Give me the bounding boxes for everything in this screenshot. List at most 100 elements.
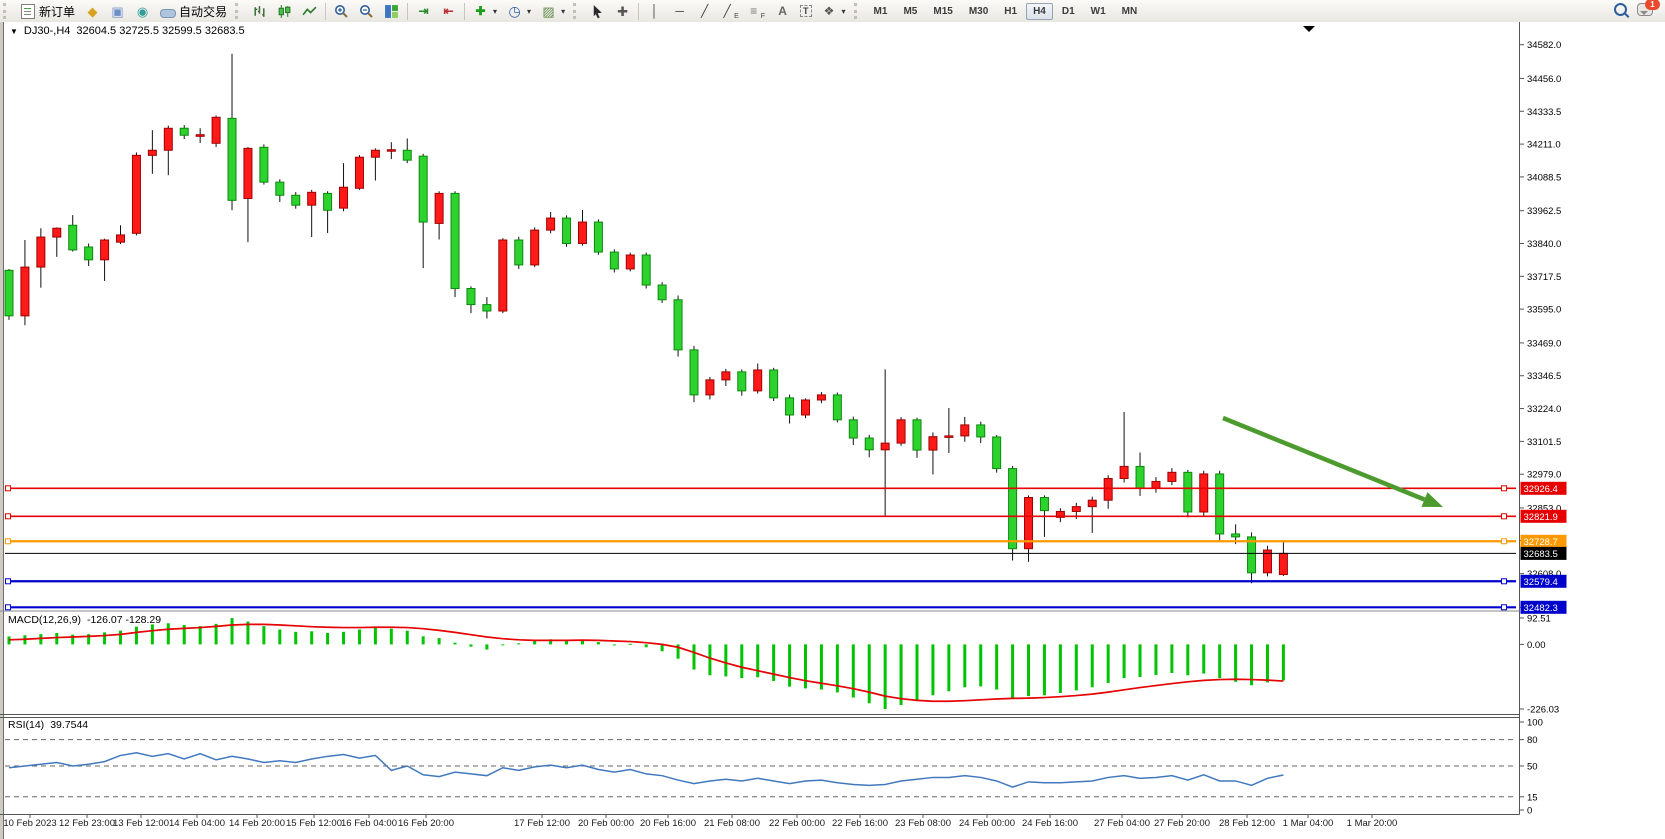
search-icon: [1614, 3, 1627, 16]
svg-text:15 Feb 12:00: 15 Feb 12:00: [286, 818, 342, 829]
toolbar-grip[interactable]: [853, 3, 862, 19]
template-icon: ▨: [542, 3, 555, 19]
autotrading-button[interactable]: 自动交易: [155, 1, 232, 21]
tile-windows-icon: [385, 4, 398, 18]
svg-text:13 Feb 12:00: 13 Feb 12:00: [113, 818, 169, 829]
periods-button[interactable]: ◷ ▾: [502, 1, 536, 21]
timeframe-w1[interactable]: W1: [1090, 5, 1106, 17]
chart-shift-button[interactable]: ⇤: [436, 1, 461, 21]
horizontal-line-button[interactable]: ─: [667, 1, 692, 21]
timeframe-m5[interactable]: M5: [903, 5, 918, 17]
notification-badge: 1: [1645, 0, 1660, 10]
timeframe-m15[interactable]: M15: [933, 5, 953, 17]
notifications-button[interactable]: 1: [1637, 0, 1660, 19]
svg-text:50: 50: [1527, 762, 1538, 773]
search-button[interactable]: [1614, 3, 1627, 19]
toolbar-grip[interactable]: [3, 3, 11, 19]
svg-text:27 Feb 20:00: 27 Feb 20:00: [1154, 818, 1210, 829]
dropdown-arrow-icon: ▾: [527, 6, 532, 16]
svg-text:16 Feb 04:00: 16 Feb 04:00: [341, 818, 397, 829]
timeframe-h4[interactable]: H4: [1026, 2, 1053, 20]
periods-icon: ◷: [508, 3, 521, 19]
bar-chart-button[interactable]: [247, 1, 272, 21]
new-order-icon: [20, 3, 35, 19]
svg-text:33595.0: 33595.0: [1527, 305, 1561, 316]
cursor-button[interactable]: [585, 1, 610, 21]
trendline-button[interactable]: ╱: [692, 1, 717, 21]
template-button[interactable]: ▨ ▾: [536, 1, 570, 21]
toolbar: 新订单 ◆ ▣ ◉ 自动交易: [0, 0, 1665, 23]
add-indicator-button[interactable]: ✚ ▾: [468, 1, 502, 21]
crosshair-button[interactable]: ✚: [610, 1, 635, 21]
trend-arrow-annotation[interactable]: [1222, 415, 1443, 507]
bar-chart-icon: [254, 5, 265, 17]
timeframe-m1[interactable]: M1: [873, 5, 888, 17]
svg-text:15: 15: [1527, 792, 1538, 803]
svg-text:28 Feb 12:00: 28 Feb 12:00: [1219, 818, 1275, 829]
macd-label: MACD(12,26,9) -126.07 -128.29: [8, 614, 161, 626]
navigator-button[interactable]: ◉: [130, 1, 155, 21]
tile-windows-button[interactable]: [379, 1, 404, 21]
hline-32482.3[interactable]: 32482.3: [5, 600, 1567, 614]
auto-scroll-button[interactable]: ⇥: [411, 1, 436, 21]
price-axis: 34582.0 34456.0 34333.5 34211.0 34088.5 33962…: [1519, 40, 1561, 614]
svg-text:0: 0: [1527, 806, 1532, 817]
autotrading-label: 自动交易: [179, 4, 228, 19]
hline-32821.9[interactable]: 32821.9: [5, 509, 1567, 523]
svg-text:14 Feb 20:00: 14 Feb 20:00: [229, 818, 285, 829]
trendline-icon: ╱: [700, 4, 709, 18]
svg-text:100: 100: [1527, 718, 1543, 729]
svg-text:23 Feb 08:00: 23 Feb 08:00: [895, 818, 951, 829]
svg-text:32853.0: 32853.0: [1527, 503, 1561, 514]
svg-text:22 Feb 00:00: 22 Feb 00:00: [769, 818, 825, 829]
text-label-button[interactable]: T: [795, 1, 817, 21]
chart-shift-marker[interactable]: [1303, 26, 1315, 32]
fibonacci-sub-label: F: [760, 13, 766, 20]
equidistant-channel-button[interactable]: ╱ E: [717, 1, 744, 21]
zoom-out-button[interactable]: [354, 1, 379, 21]
autotrading-icon: [160, 5, 177, 18]
zoom-in-button[interactable]: [329, 1, 354, 21]
svg-text:32579.4: 32579.4: [1524, 577, 1558, 588]
text-label-icon: T: [800, 5, 812, 17]
hline-32728.7[interactable]: 32728.7: [5, 534, 1567, 548]
collapse-icon[interactable]: ▼: [10, 26, 18, 36]
candlestick-chart-button[interactable]: [272, 1, 297, 21]
market-watch-icon: ◆: [87, 3, 98, 19]
rsi-value: 39.7544: [50, 719, 89, 731]
timeframe-mn[interactable]: MN: [1121, 5, 1138, 17]
text-button[interactable]: A: [770, 1, 795, 21]
fibonacci-button[interactable]: ≡ F: [744, 1, 770, 21]
dropdown-arrow-icon: ▾: [561, 6, 566, 16]
timeframe-d1[interactable]: D1: [1061, 5, 1075, 17]
arrows-button[interactable]: ❖ ▾: [817, 1, 851, 21]
hline-32926.4[interactable]: 32926.4: [5, 481, 1567, 495]
channel-sub-label: E: [734, 13, 739, 20]
crosshair-icon: ✚: [617, 3, 629, 19]
candlestick-series: [4, 53, 1288, 584]
chart-title: ▼ DJ30-,H4 32604.5 32725.5 32599.5 32683…: [10, 25, 245, 37]
svg-text:32926.4: 32926.4: [1524, 484, 1558, 495]
svg-text:1 Mar 04:00: 1 Mar 04:00: [1283, 818, 1334, 829]
vertical-line-icon: │: [650, 4, 659, 18]
new-order-label: 新订单: [39, 4, 76, 19]
timeframe-h1[interactable]: H1: [1004, 5, 1018, 17]
rsi-indicator: 100 80 50 15 0: [5, 718, 1543, 817]
timeframe-m30[interactable]: M30: [968, 5, 989, 17]
toolbar-grip[interactable]: [235, 3, 243, 19]
toolbar-grip[interactable]: [573, 3, 581, 19]
svg-text:32979.0: 32979.0: [1527, 470, 1561, 481]
line-chart-button[interactable]: [297, 1, 322, 21]
svg-text:0.00: 0.00: [1527, 640, 1546, 651]
vertical-line-button[interactable]: │: [642, 1, 667, 21]
new-order-button[interactable]: 新订单: [15, 1, 80, 21]
svg-text:34211.0: 34211.0: [1527, 140, 1561, 151]
svg-text:32683.5: 32683.5: [1524, 549, 1558, 560]
data-window-button[interactable]: ▣: [105, 1, 130, 21]
hline-32579.4[interactable]: 32579.4: [5, 574, 1567, 588]
chart-area: 34582.0 34456.0 34333.5 34211.0 34088.5 33962…: [0, 22, 1665, 839]
market-watch-button[interactable]: ◆: [80, 1, 105, 21]
chart-canvas[interactable]: 34582.0 34456.0 34333.5 34211.0 34088.5 33962…: [0, 22, 1665, 839]
svg-text:33346.5: 33346.5: [1527, 371, 1561, 382]
